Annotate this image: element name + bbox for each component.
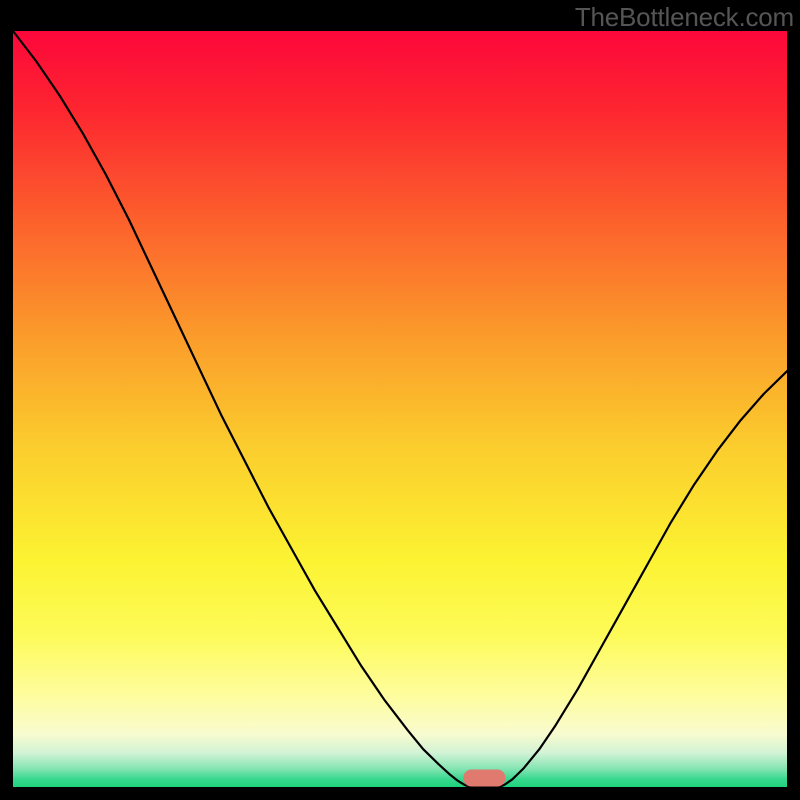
watermark-text: TheBottleneck.com (575, 2, 794, 33)
bottleneck-chart (0, 0, 800, 800)
plot-background (13, 31, 787, 787)
optimal-marker (463, 770, 505, 787)
chart-container: { "watermark": { "text": "TheBottleneck.… (0, 0, 800, 800)
